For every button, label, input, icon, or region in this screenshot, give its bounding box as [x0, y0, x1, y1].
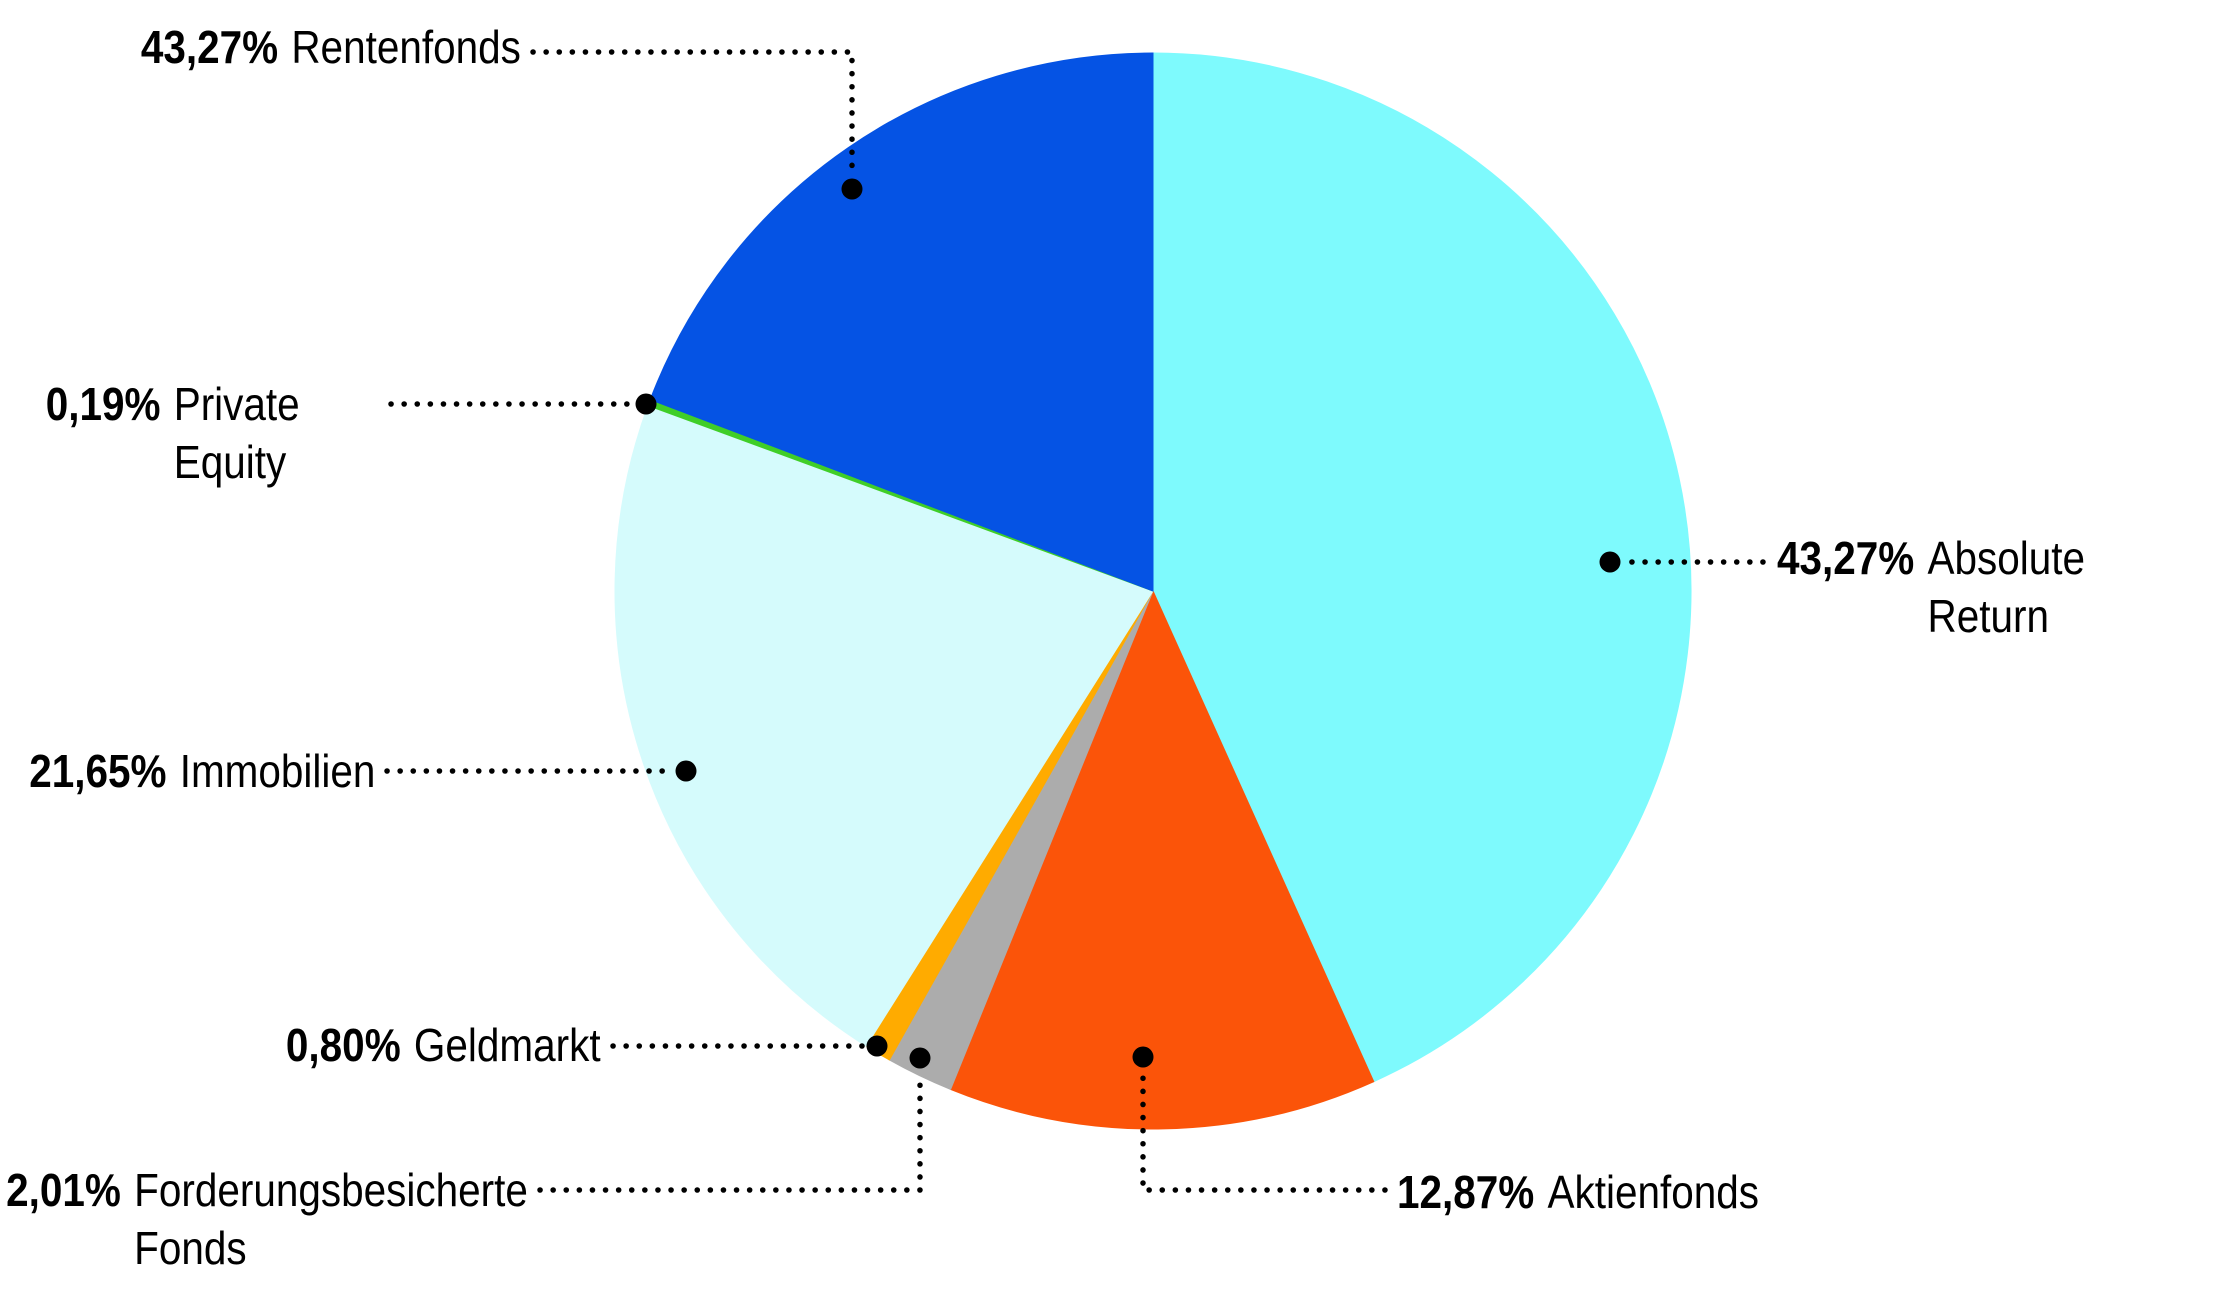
label-percent: 21,65%	[28, 745, 167, 797]
label-name: Rentenfonds	[291, 21, 521, 73]
anchor-dot-aktienfonds	[1132, 1046, 1154, 1068]
leader-aktienfonds	[1140, 1071, 1388, 1193]
label-percent: 43,27%	[140, 21, 279, 73]
leader-rentenfonds	[530, 49, 855, 181]
anchor-dot-rentenfonds	[841, 178, 863, 200]
label-name: Aktienfonds	[1547, 1166, 1760, 1218]
label-name: Absolute Return	[1927, 532, 2086, 642]
label-aktienfonds: 12,87% Aktienfonds	[1397, 1163, 1759, 1221]
anchor-dot-private_equity	[635, 393, 657, 415]
label-name: Forderungsbesicherte Fonds	[134, 1164, 529, 1274]
label-name: Private Equity	[173, 378, 300, 488]
slice-rentenfonds	[649, 52, 1154, 592]
label-forderungsbesicherte_fonds: 2,01% Forderungsbesicherte Fonds	[6, 1161, 528, 1277]
slice-aktienfonds	[949, 589, 1375, 1130]
label-name: Geldmarkt	[414, 1019, 601, 1071]
slice-immobilien	[614, 404, 1154, 1047]
label-private_equity: 0,19% Private Equity	[46, 375, 381, 491]
label-geldmarkt: 0,80% Geldmarkt	[286, 1016, 601, 1074]
anchor-dot-absolute_return	[1599, 551, 1621, 573]
label-rentenfonds: 43,27% Rentenfonds	[141, 18, 521, 76]
anchor-dot-immobilien	[675, 760, 697, 782]
label-percent: 12,87%	[1397, 1166, 1535, 1218]
label-percent: 0,19%	[45, 378, 161, 430]
anchor-dot-forderungsbesicherte_fonds	[909, 1047, 931, 1069]
label-absolute_return: 43,27% Absolute Return	[1777, 529, 2085, 645]
label-percent: 43,27%	[1777, 532, 1915, 584]
label-immobilien: 21,65% Immobilien	[29, 742, 375, 800]
label-percent: 2,01%	[6, 1164, 122, 1216]
label-name: Immobilien	[179, 745, 375, 797]
leader-forderungsbesicherte_fonds	[537, 1071, 923, 1193]
anchor-dot-geldmarkt	[866, 1035, 888, 1057]
label-percent: 0,80%	[286, 1019, 402, 1071]
slice-absolute_return	[1152, 52, 1692, 1083]
